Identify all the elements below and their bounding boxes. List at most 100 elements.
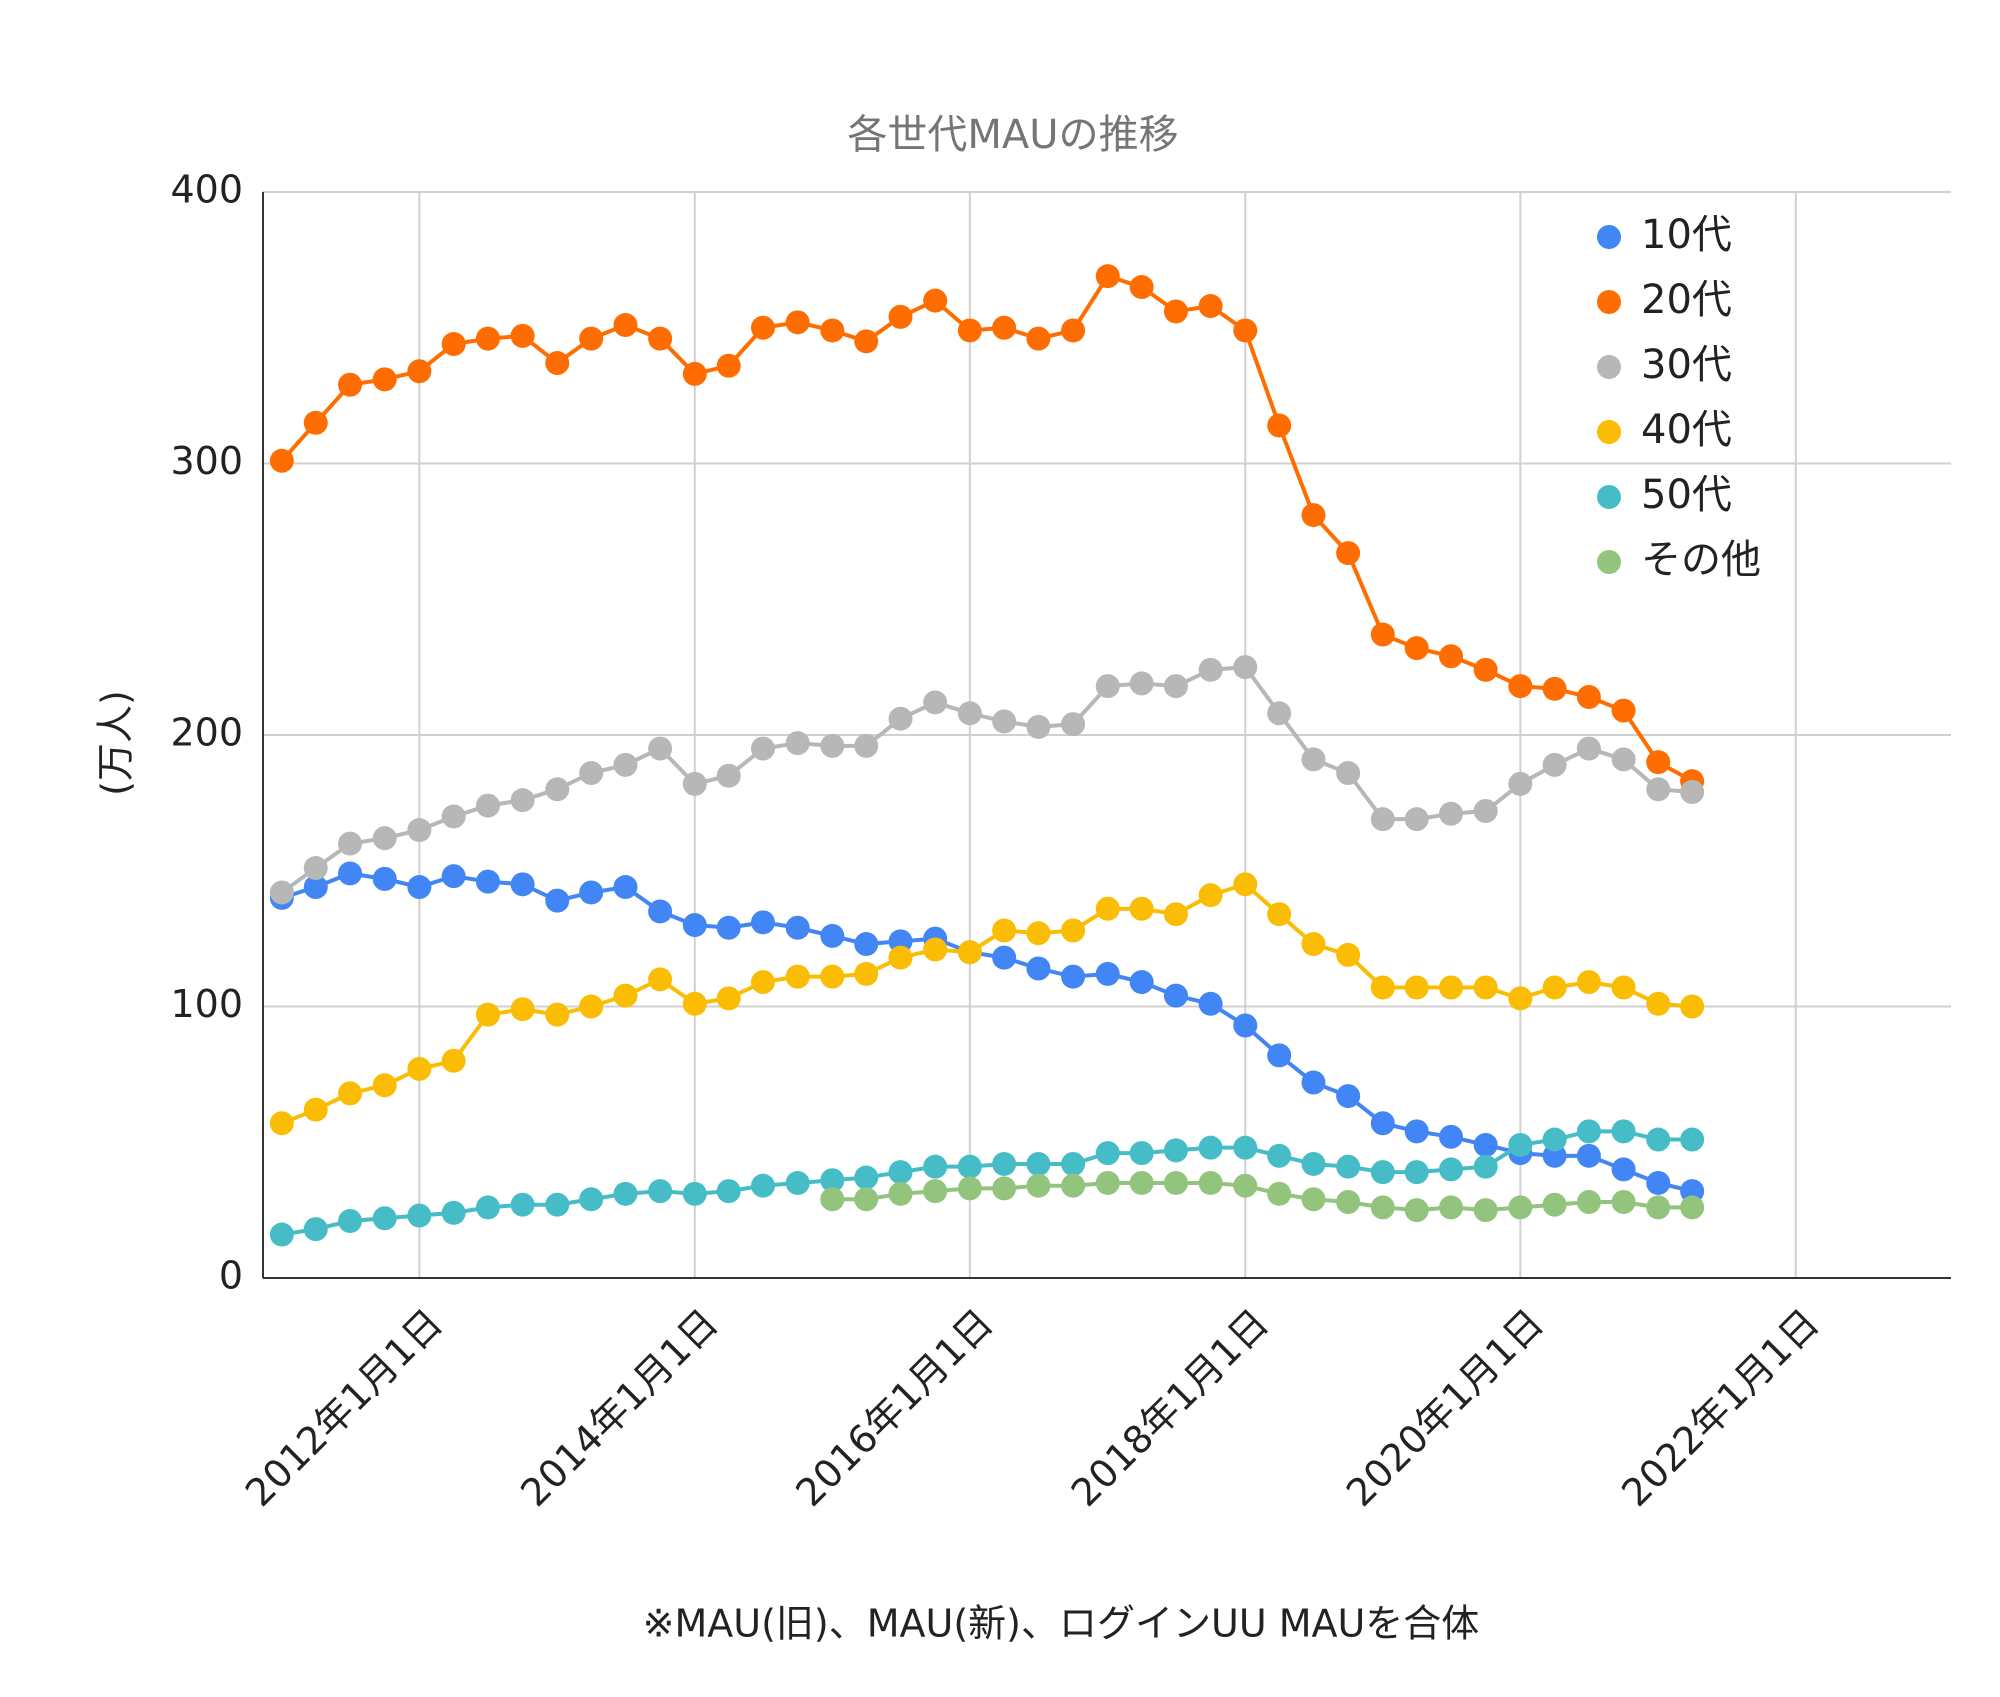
data-point bbox=[510, 872, 535, 897]
data-point bbox=[1336, 541, 1361, 566]
data-point bbox=[475, 793, 500, 818]
legend-marker bbox=[1597, 290, 1621, 314]
data-point bbox=[854, 932, 879, 957]
data-point bbox=[923, 1154, 948, 1179]
data-point bbox=[1404, 1160, 1429, 1185]
data-point bbox=[303, 1097, 328, 1122]
data-point bbox=[1267, 902, 1292, 927]
data-point bbox=[1404, 1119, 1429, 1144]
data-point bbox=[1163, 1138, 1188, 1163]
footnote: ※MAU(旧)、MAU(新)、ログインUU MAUを合体 bbox=[643, 1602, 1480, 1646]
data-point bbox=[407, 1203, 432, 1228]
data-point bbox=[1061, 712, 1086, 737]
data-point bbox=[510, 997, 535, 1022]
data-point bbox=[992, 1176, 1017, 1201]
data-point bbox=[923, 937, 948, 962]
data-point bbox=[1026, 714, 1051, 739]
data-point bbox=[372, 866, 397, 891]
data-point bbox=[1129, 1170, 1154, 1195]
data-point bbox=[957, 318, 982, 343]
data-point bbox=[820, 923, 845, 948]
x-tick-label: 2016年1月1日 bbox=[787, 1301, 1001, 1515]
data-point bbox=[1611, 1189, 1636, 1214]
data-point bbox=[1508, 1132, 1533, 1157]
data-point bbox=[1370, 1111, 1395, 1136]
legend-marker bbox=[1597, 485, 1621, 509]
data-point bbox=[1404, 1198, 1429, 1223]
data-point bbox=[1473, 975, 1498, 1000]
data-point bbox=[1233, 655, 1258, 680]
legend-marker bbox=[1597, 355, 1621, 379]
data-point bbox=[1095, 1141, 1120, 1166]
data-point bbox=[854, 733, 879, 758]
data-point bbox=[1095, 896, 1120, 921]
data-point bbox=[820, 318, 845, 343]
data-point bbox=[338, 861, 363, 886]
data-point bbox=[820, 733, 845, 758]
data-point bbox=[1233, 872, 1258, 897]
data-point bbox=[1646, 1195, 1671, 1220]
data-point bbox=[1267, 1043, 1292, 1068]
data-point bbox=[1026, 1151, 1051, 1176]
data-point bbox=[441, 332, 466, 357]
data-point bbox=[785, 1170, 810, 1195]
data-point bbox=[682, 361, 707, 386]
series-line bbox=[281, 882, 1693, 1126]
data-point bbox=[1473, 1132, 1498, 1157]
data-point bbox=[1680, 1127, 1705, 1152]
data-point bbox=[716, 986, 741, 1011]
legend-marker bbox=[1597, 225, 1621, 249]
data-point bbox=[1095, 1170, 1120, 1195]
data-point bbox=[1576, 684, 1601, 709]
data-point bbox=[1473, 1198, 1498, 1223]
data-point bbox=[1267, 1181, 1292, 1206]
data-point bbox=[1301, 747, 1326, 772]
data-point bbox=[545, 1192, 570, 1217]
data-point bbox=[1198, 657, 1223, 682]
data-point bbox=[1370, 975, 1395, 1000]
data-point bbox=[682, 1181, 707, 1206]
data-point bbox=[1061, 1173, 1086, 1198]
data-point bbox=[1095, 264, 1120, 289]
legend-label: 30代 bbox=[1641, 342, 1732, 388]
data-point bbox=[1404, 636, 1429, 661]
data-point bbox=[1439, 1195, 1464, 1220]
x-tick-label: 2012年1月1日 bbox=[237, 1301, 451, 1515]
data-point bbox=[407, 875, 432, 900]
data-point bbox=[1163, 902, 1188, 927]
data-point bbox=[716, 353, 741, 378]
data-point bbox=[1163, 983, 1188, 1008]
data-point bbox=[1611, 1157, 1636, 1182]
data-point bbox=[1611, 975, 1636, 1000]
data-point bbox=[579, 994, 604, 1019]
data-point bbox=[1611, 698, 1636, 723]
data-point bbox=[1542, 1127, 1567, 1152]
data-point bbox=[1611, 747, 1636, 772]
data-point bbox=[1336, 1189, 1361, 1214]
data-point bbox=[992, 945, 1017, 970]
data-point bbox=[372, 1206, 397, 1231]
data-point bbox=[1301, 1187, 1326, 1212]
x-tick-label: 2022年1月1日 bbox=[1613, 1301, 1827, 1515]
data-point bbox=[1163, 299, 1188, 324]
data-point bbox=[475, 1002, 500, 1027]
data-point bbox=[510, 323, 535, 348]
data-point bbox=[1473, 657, 1498, 682]
data-point bbox=[750, 315, 775, 340]
y-tick-label: 0 bbox=[219, 1254, 243, 1298]
data-point bbox=[1129, 275, 1154, 300]
data-point bbox=[1542, 975, 1567, 1000]
data-point bbox=[1198, 883, 1223, 908]
data-point bbox=[303, 875, 328, 900]
data-point bbox=[1576, 970, 1601, 995]
data-point bbox=[785, 915, 810, 940]
data-point bbox=[545, 777, 570, 802]
data-point bbox=[1061, 1151, 1086, 1176]
data-point bbox=[888, 304, 913, 329]
data-point bbox=[923, 690, 948, 715]
data-point bbox=[888, 1160, 913, 1185]
data-point bbox=[992, 315, 1017, 340]
data-point bbox=[992, 709, 1017, 734]
data-point bbox=[992, 918, 1017, 943]
